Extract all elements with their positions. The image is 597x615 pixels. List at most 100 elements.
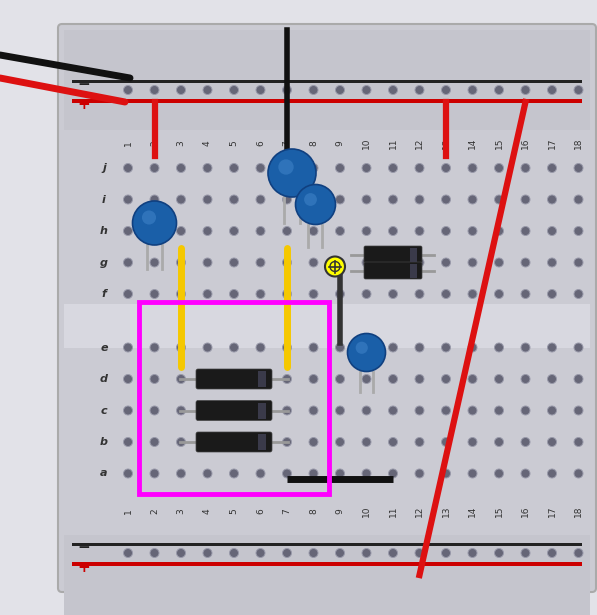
Circle shape (574, 164, 583, 172)
Circle shape (362, 85, 371, 95)
Text: i: i (102, 194, 106, 205)
Circle shape (389, 549, 398, 558)
Circle shape (547, 406, 556, 415)
Circle shape (547, 226, 556, 236)
Circle shape (124, 258, 133, 267)
Circle shape (124, 226, 133, 236)
Circle shape (229, 226, 238, 236)
Circle shape (494, 549, 503, 558)
Circle shape (296, 184, 336, 224)
Circle shape (336, 164, 344, 172)
Circle shape (442, 258, 451, 267)
Circle shape (574, 226, 583, 236)
Circle shape (389, 469, 398, 478)
Bar (64, 535, 590, 615)
Circle shape (336, 375, 344, 384)
Circle shape (389, 343, 398, 352)
Circle shape (229, 375, 238, 384)
Circle shape (304, 193, 317, 206)
Circle shape (229, 195, 238, 204)
Text: 1: 1 (124, 140, 133, 146)
Circle shape (203, 375, 212, 384)
Text: j: j (102, 163, 106, 173)
Circle shape (177, 437, 186, 446)
Circle shape (133, 201, 177, 245)
Text: 15: 15 (494, 137, 503, 149)
Circle shape (468, 549, 477, 558)
Circle shape (442, 290, 451, 298)
Circle shape (229, 258, 238, 267)
Text: e: e (100, 343, 107, 352)
Bar (64, 304, 590, 347)
Circle shape (256, 375, 265, 384)
Circle shape (203, 437, 212, 446)
Circle shape (282, 258, 291, 267)
Circle shape (494, 85, 503, 95)
Circle shape (547, 375, 556, 384)
Circle shape (282, 195, 291, 204)
Text: 5: 5 (229, 140, 238, 146)
Circle shape (177, 85, 186, 95)
Circle shape (309, 437, 318, 446)
Circle shape (309, 195, 318, 204)
Circle shape (494, 195, 503, 204)
Circle shape (362, 437, 371, 446)
Circle shape (389, 290, 398, 298)
Circle shape (177, 406, 186, 415)
Text: 11: 11 (389, 506, 398, 517)
Bar (72, 80, 582, 83)
Circle shape (521, 469, 530, 478)
Circle shape (282, 85, 291, 95)
Circle shape (362, 164, 371, 172)
Circle shape (521, 164, 530, 172)
Circle shape (309, 290, 318, 298)
Circle shape (468, 226, 477, 236)
Text: 13: 13 (442, 506, 451, 517)
Circle shape (150, 437, 159, 446)
Circle shape (124, 375, 133, 384)
Circle shape (389, 375, 398, 384)
Circle shape (282, 469, 291, 478)
Circle shape (362, 290, 371, 298)
Bar (64, 30, 590, 130)
Circle shape (336, 226, 344, 236)
Circle shape (494, 343, 503, 352)
Circle shape (389, 226, 398, 236)
Text: 8: 8 (309, 509, 318, 514)
Text: 3: 3 (177, 140, 186, 146)
Text: 18: 18 (574, 137, 583, 149)
Circle shape (177, 549, 186, 558)
Bar (72, 99, 582, 103)
Circle shape (389, 195, 398, 204)
FancyBboxPatch shape (364, 246, 422, 263)
Circle shape (442, 375, 451, 384)
Circle shape (362, 226, 371, 236)
Circle shape (282, 406, 291, 415)
Circle shape (177, 195, 186, 204)
Circle shape (521, 226, 530, 236)
Circle shape (442, 549, 451, 558)
Circle shape (415, 406, 424, 415)
Circle shape (142, 210, 156, 224)
Circle shape (177, 343, 186, 352)
Circle shape (415, 343, 424, 352)
Circle shape (336, 85, 344, 95)
Circle shape (336, 437, 344, 446)
Text: 2: 2 (150, 140, 159, 146)
Circle shape (574, 290, 583, 298)
Circle shape (282, 164, 291, 172)
Circle shape (574, 195, 583, 204)
Text: h: h (100, 226, 108, 236)
Circle shape (415, 85, 424, 95)
Text: f: f (101, 289, 106, 299)
Text: 9: 9 (336, 509, 344, 514)
Circle shape (309, 406, 318, 415)
Circle shape (442, 343, 451, 352)
Circle shape (229, 290, 238, 298)
Circle shape (521, 375, 530, 384)
FancyBboxPatch shape (364, 262, 422, 279)
Circle shape (282, 375, 291, 384)
Circle shape (468, 258, 477, 267)
Circle shape (309, 375, 318, 384)
Text: 14: 14 (468, 137, 477, 149)
